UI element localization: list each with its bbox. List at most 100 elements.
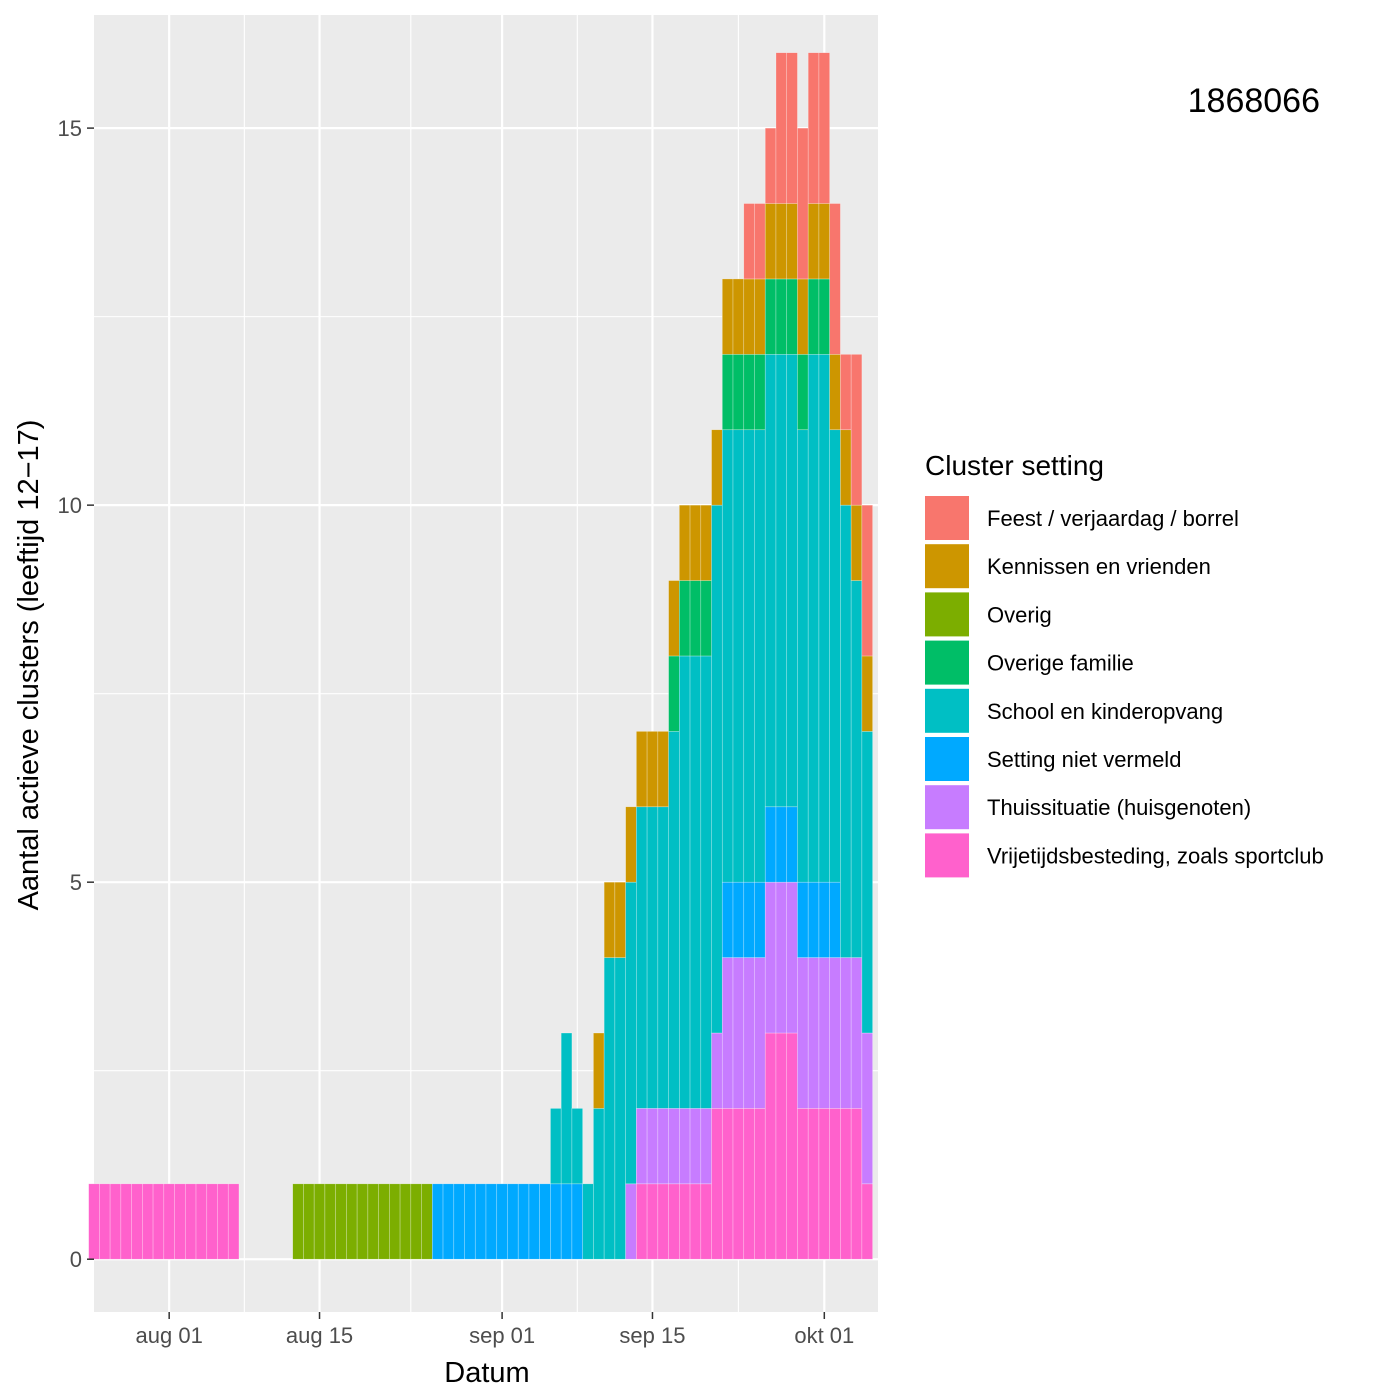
bar-segment	[657, 731, 669, 808]
bar-segment	[399, 1183, 412, 1260]
legend-items: Feest / verjaardag / borrel Kennissen en …	[925, 496, 1324, 878]
bar-segment	[184, 1183, 197, 1260]
bar-segment	[786, 806, 798, 883]
bar-segment	[668, 580, 680, 657]
bar-segment	[786, 52, 798, 204]
bar-segment	[163, 1183, 175, 1260]
bar-segment	[797, 957, 809, 1109]
bar-segment	[679, 580, 691, 657]
bar-segment	[829, 881, 841, 958]
bar-segment	[195, 1183, 208, 1260]
bar-segment	[657, 806, 669, 1109]
bar-segment	[775, 278, 788, 355]
bar-segment	[743, 203, 755, 280]
bar-segment	[861, 655, 873, 732]
bar-segment	[807, 52, 820, 204]
bar-segment	[807, 203, 820, 280]
bar-segment	[754, 429, 766, 883]
bar-segment	[646, 731, 659, 808]
bar-segment	[732, 278, 745, 355]
bar-segment	[807, 1108, 820, 1260]
bar-segment	[850, 580, 863, 958]
bar-segment	[217, 1183, 229, 1260]
bar-segment	[636, 1183, 648, 1260]
legend-label: Overige familie	[987, 651, 1134, 676]
x-axis: aug 01 aug 15 sep 01 sep 15 okt 01	[136, 1312, 854, 1348]
bar-segment	[496, 1183, 508, 1260]
bar-segment	[711, 429, 723, 506]
bar-segment	[861, 731, 873, 1034]
y-tick-label: 0	[70, 1247, 82, 1272]
bar-segment	[818, 52, 830, 204]
bar-segment	[206, 1183, 218, 1260]
bar-segment	[335, 1183, 347, 1260]
bar-segment	[829, 1108, 841, 1260]
legend-label: Thuissituatie (huisgenoten)	[987, 795, 1251, 820]
bar-segment	[732, 429, 745, 883]
bar-segment	[850, 354, 863, 506]
bar-segment	[840, 504, 852, 958]
bar-segment	[346, 1183, 358, 1260]
bar-segment	[432, 1183, 444, 1260]
bar-segment	[593, 1108, 605, 1260]
bar-segment	[797, 278, 809, 355]
bar-segment	[818, 1108, 830, 1260]
bar-segment	[721, 881, 734, 958]
bar-segment	[646, 1108, 659, 1185]
legend-key	[925, 785, 969, 830]
bar-segment	[861, 504, 873, 657]
bar-segment	[818, 278, 830, 355]
bar-segment	[743, 429, 755, 883]
bar-segment	[571, 1183, 583, 1260]
bar-segment	[507, 1183, 519, 1260]
bar-segment	[721, 957, 734, 1109]
bar-segment	[861, 1183, 873, 1260]
bar-segment	[485, 1183, 498, 1260]
y-tick-label: 10	[58, 493, 82, 518]
bar-segment	[840, 429, 852, 506]
bar-segment	[807, 957, 820, 1109]
legend-key	[925, 833, 969, 878]
legend-key	[925, 496, 969, 540]
bar-segment	[668, 1108, 680, 1185]
bar-segment	[721, 1108, 734, 1260]
bar-segment	[829, 203, 841, 355]
bar-segment	[732, 957, 745, 1109]
bar-segment	[120, 1183, 132, 1260]
bar-segment	[603, 881, 616, 958]
bar-segment	[657, 1108, 669, 1185]
legend-label: Kennissen en vrienden	[987, 554, 1211, 579]
bar-segment	[614, 957, 626, 1260]
legend-key	[925, 544, 969, 589]
bar-segment	[721, 429, 734, 883]
bar-segment	[679, 655, 691, 1109]
bars	[88, 52, 873, 1260]
bar-segment	[721, 278, 734, 355]
bar-segment	[560, 1183, 573, 1260]
bar-segment	[732, 881, 745, 958]
bar-segment	[679, 1183, 691, 1260]
bar-segment	[775, 806, 788, 883]
bar-segment	[807, 881, 820, 958]
bar-segment	[313, 1183, 326, 1260]
bar-segment	[775, 1032, 788, 1260]
bar-segment	[668, 655, 680, 732]
bar-segment	[786, 354, 798, 808]
bar-segment	[797, 1108, 809, 1260]
bar-segment	[700, 1108, 712, 1185]
bar-segment	[754, 1108, 766, 1260]
bar-segment	[679, 1108, 691, 1185]
bar-segment	[818, 203, 830, 280]
bar-segment	[99, 1183, 111, 1260]
bar-segment	[227, 1183, 240, 1260]
bar-segment	[818, 354, 830, 883]
bar-segment	[850, 957, 863, 1109]
bar-segment	[797, 429, 809, 883]
bar-segment	[711, 1032, 723, 1109]
x-tick-label: aug 01	[136, 1323, 203, 1348]
bar-segment	[550, 1183, 562, 1260]
legend-title: Cluster setting	[925, 450, 1104, 481]
bar-segment	[614, 881, 626, 958]
bar-segment	[840, 1108, 852, 1260]
bar-segment	[356, 1183, 369, 1260]
